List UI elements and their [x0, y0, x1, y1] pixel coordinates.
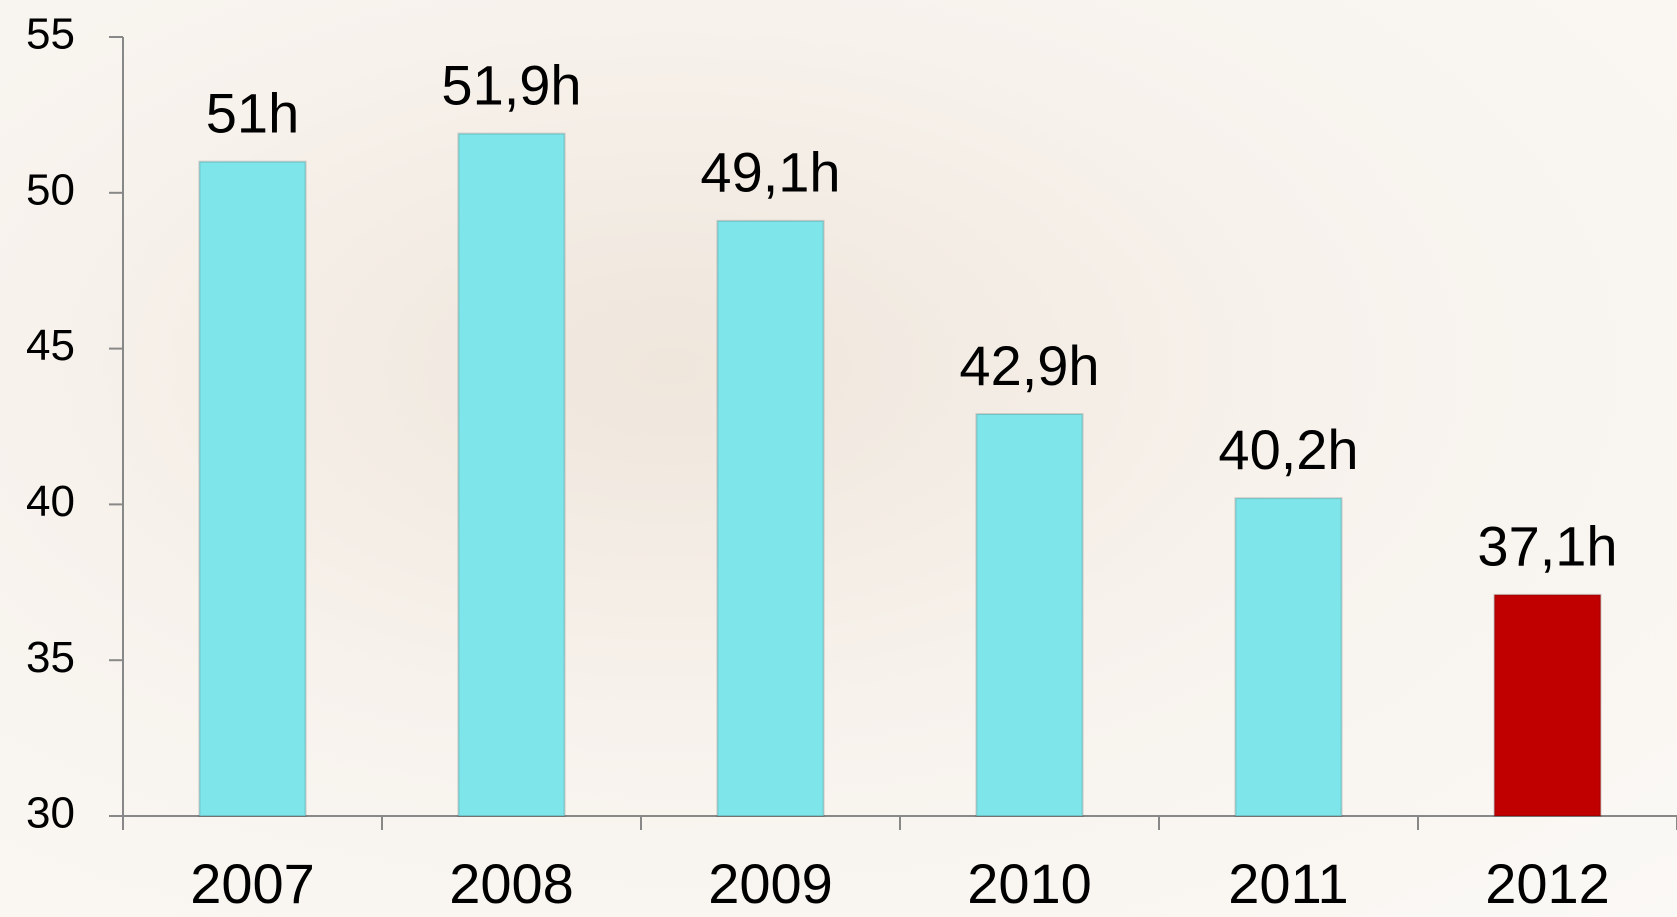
y-tick-label: 45 — [26, 321, 75, 370]
value-label: 49,1h — [700, 141, 840, 204]
bar — [198, 160, 307, 817]
value-label: 42,9h — [959, 334, 1099, 397]
x-tick-label: 2010 — [967, 852, 1092, 915]
value-label: 51,9h — [441, 53, 581, 116]
bar — [975, 413, 1084, 817]
x-tick-label: 2012 — [1485, 852, 1610, 915]
x-tick-label: 2007 — [190, 852, 315, 915]
x-tick-label: 2008 — [449, 852, 574, 915]
value-label: 51h — [206, 81, 299, 144]
bar — [1234, 497, 1343, 817]
y-tick-label: 30 — [26, 789, 75, 838]
y-tick-label: 55 — [26, 10, 75, 59]
x-tick-label: 2009 — [708, 852, 833, 915]
value-label: 37,1h — [1477, 515, 1617, 578]
y-tick-label: 35 — [26, 633, 75, 682]
x-tick-label: 2011 — [1228, 852, 1348, 915]
bar — [716, 219, 825, 817]
bar — [1493, 593, 1602, 817]
bar — [457, 132, 566, 817]
y-tick-label: 50 — [26, 165, 75, 214]
value-label: 40,2h — [1218, 418, 1358, 481]
y-tick-label: 40 — [26, 477, 75, 526]
